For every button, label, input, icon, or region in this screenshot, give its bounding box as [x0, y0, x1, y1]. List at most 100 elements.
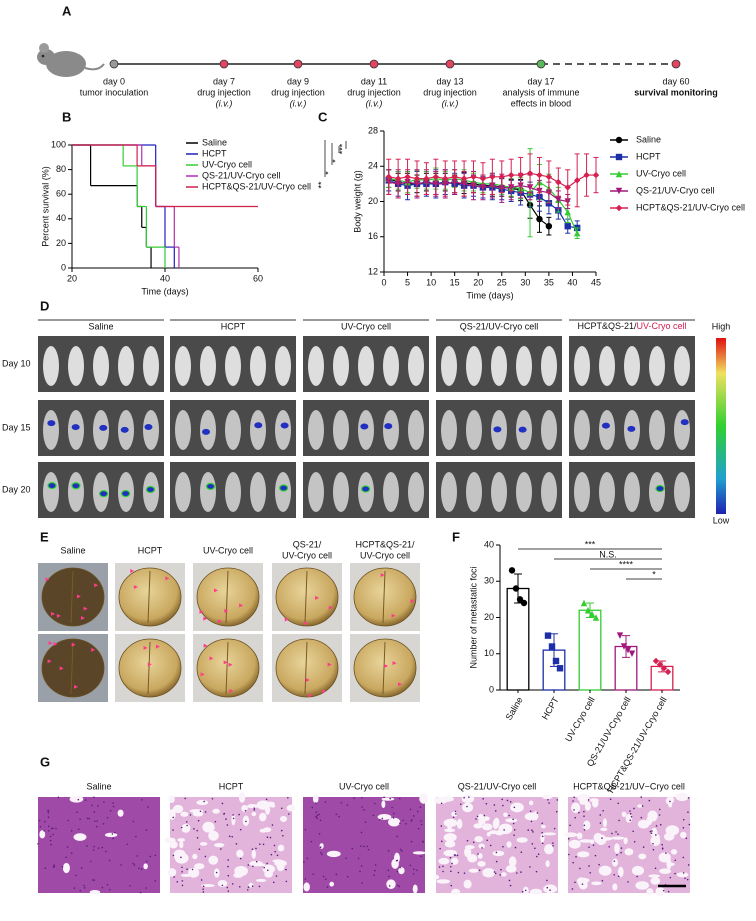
nucleus [400, 850, 403, 852]
nucleus [613, 860, 616, 862]
nucleus [633, 807, 635, 810]
nucleus [396, 884, 399, 887]
nucleus [399, 866, 401, 869]
alveolus [246, 804, 259, 809]
nucleus [388, 885, 391, 887]
nucleus [440, 825, 443, 827]
nucleus [288, 813, 290, 815]
arrowhead [223, 660, 228, 665]
timeline-text: (i.v.) [216, 98, 233, 108]
alveolus [251, 849, 256, 859]
nucleus [96, 820, 98, 822]
nucleus [306, 857, 309, 860]
alveolus [646, 816, 653, 826]
nucleus [687, 797, 690, 799]
nucleus [310, 840, 313, 843]
arrowhead [200, 672, 205, 677]
alveolus [481, 823, 493, 831]
nucleus [481, 847, 483, 849]
nucleus [253, 807, 256, 809]
arrowhead [392, 661, 397, 666]
alveolus [486, 831, 491, 837]
y-axis-label: Number of metastatic foci [468, 566, 478, 668]
group-label: UV-Cryo cell [203, 545, 253, 555]
arrowhead [328, 605, 333, 610]
alveolus [329, 881, 335, 887]
arrowhead [203, 643, 208, 648]
nucleus [287, 796, 289, 799]
nucleus [578, 811, 580, 814]
nucleus [495, 851, 498, 854]
nucleus [587, 799, 590, 801]
nucleus [658, 808, 661, 811]
day-label: Day 20 [2, 484, 31, 494]
nucleus [318, 813, 320, 816]
nucleus [527, 829, 530, 831]
nucleus [108, 888, 111, 891]
nucleus [409, 808, 412, 811]
nucleus [340, 802, 343, 804]
nucleus [468, 796, 470, 798]
mouse [225, 346, 241, 386]
alveolus [478, 818, 486, 825]
nucleus [326, 886, 329, 888]
nucleus [572, 861, 575, 864]
nucleus [316, 817, 318, 819]
nucleus [493, 871, 496, 873]
nucleus [440, 802, 443, 805]
arrowhead [239, 603, 244, 608]
nucleus [93, 845, 95, 848]
nucleus [665, 852, 667, 854]
arrowhead [155, 644, 160, 649]
marker [423, 175, 430, 182]
nucleus [659, 823, 662, 826]
nucleus [477, 853, 479, 855]
mouse [541, 472, 557, 512]
timeline-day: day 11 [361, 76, 387, 86]
group-label: UV-Cryo cell [360, 550, 410, 560]
alveolus [477, 860, 486, 867]
arrowhead [322, 689, 327, 694]
nucleus [50, 843, 52, 846]
nucleus [129, 884, 131, 887]
lung-fissure [70, 641, 74, 695]
marker [394, 175, 402, 182]
mouse [250, 410, 266, 450]
nucleus [682, 856, 685, 859]
alveolus [208, 830, 219, 841]
marker [584, 607, 592, 614]
nucleus [49, 835, 52, 838]
marker [660, 665, 668, 672]
signal [47, 481, 57, 490]
alveolus [386, 879, 396, 890]
nucleus [608, 845, 611, 848]
marker [489, 173, 496, 181]
alveolus [655, 886, 665, 897]
nucleus [399, 848, 402, 851]
nucleus [88, 817, 90, 820]
alveolus [440, 796, 454, 802]
nucleus [247, 886, 250, 888]
arrowhead [48, 641, 53, 646]
mouse [624, 472, 640, 512]
nucleus [632, 830, 634, 833]
x-tick-label: Saline [504, 695, 525, 722]
nucleus [246, 889, 249, 891]
alveolus [381, 797, 395, 801]
nucleus [67, 819, 70, 822]
nucleus [529, 866, 531, 868]
nucleus [363, 809, 365, 811]
nucleus [47, 810, 49, 812]
nucleus [579, 867, 581, 870]
alveolus [494, 830, 505, 836]
nucleus [530, 820, 533, 823]
timeline-point [445, 59, 455, 69]
alveolus [433, 874, 440, 880]
mouse [275, 410, 291, 450]
nucleus [541, 835, 544, 838]
signal [361, 485, 371, 493]
lung [118, 638, 182, 698]
nucleus [271, 824, 274, 826]
arrowhead [303, 621, 308, 626]
marker [583, 171, 590, 179]
